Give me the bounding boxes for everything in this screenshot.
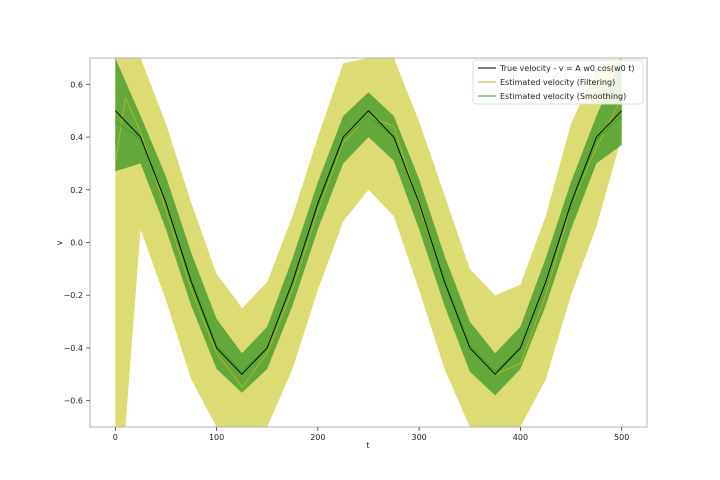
y-tick-label: −0.2 xyxy=(64,291,83,300)
x-tick-label: 200 xyxy=(310,433,325,442)
legend-label-filtering: Estimated velocity (Filtering) xyxy=(500,78,615,87)
line-series-0 xyxy=(114,110,623,375)
legend: True velocity - v = A w0 cos(w0 t) Estim… xyxy=(472,59,644,105)
x-tick-label: 400 xyxy=(513,433,528,442)
x-tick-label: 0 xyxy=(113,433,118,442)
y-tick-label: 0.4 xyxy=(70,133,83,142)
y-tick-label: 0.6 xyxy=(70,80,83,89)
x-tick-label: 300 xyxy=(411,433,426,442)
y-tick-label: −0.4 xyxy=(64,344,83,353)
y-tick-label: 0.2 xyxy=(70,186,83,195)
y-tick-label: −0.6 xyxy=(64,397,83,406)
x-tick-label: 500 xyxy=(614,433,629,442)
x-tick-label: 100 xyxy=(209,433,224,442)
legend-label-true: True velocity - v = A w0 cos(w0 t) xyxy=(499,64,635,73)
band-series-1 xyxy=(115,58,622,427)
x-axis-label: t xyxy=(366,441,369,450)
y-tick-label: 0.0 xyxy=(70,239,83,248)
plot-area xyxy=(114,58,623,427)
y-axis-ticks: −0.6 −0.4 −0.2 0.0 0.2 0.4 0.6 xyxy=(64,80,90,406)
confidence-bands xyxy=(115,58,622,427)
band-series-2 xyxy=(115,58,622,396)
y-axis-label: v xyxy=(55,240,64,245)
legend-label-smoothing: Estimated velocity (Smoothing) xyxy=(500,92,626,101)
line-series-1 xyxy=(114,97,623,388)
legend-box xyxy=(472,59,644,105)
x-axis-ticks: 0 100 200 300 400 500 xyxy=(113,427,629,442)
series-lines xyxy=(114,97,623,388)
